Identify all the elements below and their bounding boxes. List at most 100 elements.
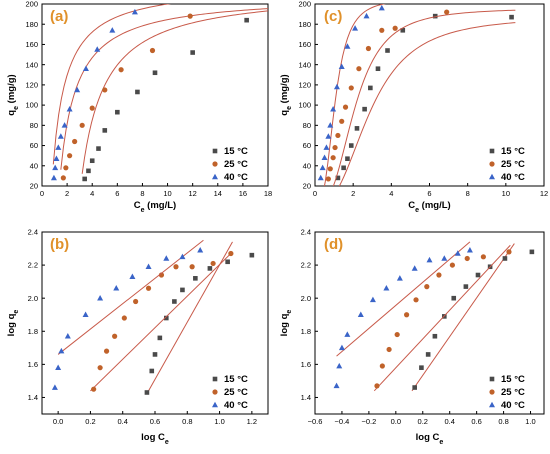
y-tick-label: 80: [30, 121, 38, 130]
data-point: [82, 176, 87, 182]
data-point: [375, 66, 381, 72]
x-tick-label: 6: [115, 189, 119, 198]
data-point: [64, 333, 71, 339]
fit-line: [323, 4, 387, 186]
data-point: [509, 14, 514, 20]
fit-line: [411, 243, 515, 392]
data-point: [385, 48, 390, 53]
data-point: [60, 175, 66, 181]
data-point: [129, 273, 136, 279]
x-tick-label: −0.6: [308, 417, 323, 426]
y-tick-label: 160: [25, 40, 38, 49]
data-point: [394, 331, 400, 338]
legend-label: 40 °C: [224, 400, 248, 411]
data-point: [529, 249, 535, 255]
data-point: [96, 146, 101, 151]
x-tick-label: 0.2: [85, 417, 95, 426]
data-point: [378, 4, 385, 11]
x-tick-label: 0.8: [498, 417, 508, 426]
data-point: [463, 284, 469, 289]
fit-line: [148, 241, 233, 392]
data-point: [396, 275, 403, 281]
y-tick-label: 100: [298, 101, 311, 110]
data-point: [454, 250, 461, 256]
data-point: [413, 297, 419, 303]
data-point: [152, 352, 158, 357]
data-point: [323, 144, 330, 150]
data-point: [475, 272, 481, 278]
data-point: [419, 365, 424, 370]
y-tick-label: 180: [25, 20, 38, 29]
data-point: [356, 66, 362, 72]
data-point: [348, 143, 354, 148]
legend-marker: [489, 173, 495, 180]
chart-panel-d: −0.6 −0.4 −0.2 0.0 0.2 0.4 0.6 0.8 1.0 1.4 1.6 1.8 2…: [279, 228, 545, 446]
y-tick-label: 1.6: [28, 360, 38, 369]
panel-label: (a): [50, 8, 68, 25]
y-tick-label: 160: [298, 40, 311, 49]
data-point: [335, 132, 341, 139]
data-point: [425, 352, 431, 357]
y-tick-label: 2.4: [28, 228, 38, 237]
legend-label: 25 °C: [501, 159, 525, 170]
data-point: [58, 347, 65, 354]
x-tick-label: 14: [214, 189, 222, 198]
panel-label: (d): [324, 236, 343, 253]
x-tick-label: 1.2: [247, 417, 257, 426]
data-point: [66, 105, 73, 112]
data-point: [89, 105, 95, 111]
x-tick-label: 6: [427, 189, 431, 198]
data-point: [74, 86, 81, 93]
x-tick-label: 10: [163, 189, 171, 198]
data-point: [319, 164, 326, 171]
data-point: [449, 262, 455, 268]
data-point: [61, 122, 68, 128]
x-tick-label: 0.6: [471, 417, 481, 426]
y-tick-label: 140: [298, 60, 311, 69]
legend-marker: [212, 161, 218, 167]
x-tick-label: 0.8: [182, 417, 192, 426]
y-axis-title: log qe: [279, 310, 293, 337]
data-point: [321, 154, 328, 160]
data-point: [149, 47, 156, 54]
legend-label: 25 °C: [224, 387, 248, 398]
data-point: [190, 50, 195, 55]
legend-marker: [212, 376, 218, 382]
data-point: [189, 264, 195, 270]
data-point: [51, 384, 58, 390]
data-point: [193, 276, 198, 281]
x-tick-label: 16: [239, 189, 247, 198]
x-tick-label: 0.4: [117, 417, 127, 426]
x-tick-label: 0.0: [391, 417, 401, 426]
data-point: [317, 174, 324, 181]
data-point: [179, 253, 186, 260]
fit-line: [90, 253, 232, 392]
data-point: [502, 256, 508, 261]
data-point: [115, 109, 120, 115]
data-point: [341, 165, 346, 171]
data-point: [441, 255, 448, 261]
panel-label: (b): [50, 236, 69, 253]
x-tick-label: 12: [540, 189, 548, 198]
legend-marker: [489, 161, 495, 167]
data-point: [163, 255, 170, 261]
data-point: [225, 259, 230, 265]
y-tick-label: 60: [30, 141, 38, 150]
y-tick-label: 80: [303, 121, 311, 130]
panel-label: (c): [324, 8, 342, 25]
fit-line: [332, 9, 516, 186]
data-point: [82, 65, 89, 72]
x-axis-title: log Ce: [416, 432, 444, 446]
data-point: [383, 285, 390, 291]
y-tick-label: 40: [30, 161, 38, 170]
data-point: [55, 364, 62, 370]
data-point: [131, 8, 138, 15]
data-point: [354, 126, 360, 131]
data-point: [113, 285, 120, 291]
data-point: [327, 122, 334, 128]
x-tick-label: 8: [140, 189, 144, 198]
data-point: [172, 299, 177, 304]
data-point: [379, 27, 385, 33]
y-tick-label: 200: [298, 0, 311, 9]
